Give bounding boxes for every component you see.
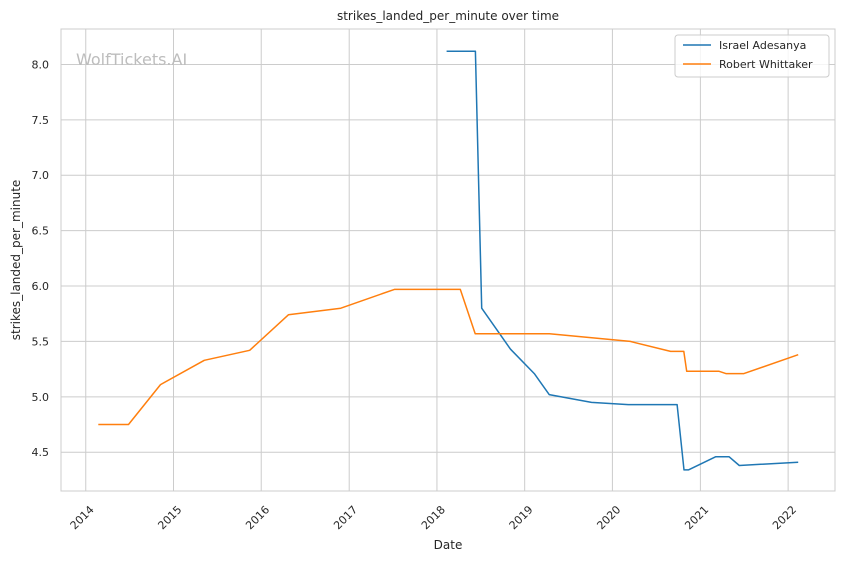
y-tick-label-5.0: 5.0	[32, 391, 50, 404]
legend-box	[674, 34, 830, 78]
series-line-robert-whittaker	[98, 288, 799, 426]
chart-title: strikes_landed_per_minute over time	[337, 9, 559, 23]
y-axis-title: strikes_landed_per_minute	[9, 180, 23, 341]
watermark: WolfTickets.AI	[76, 50, 187, 69]
legend: Israel Adesanya Robert Whittaker	[674, 34, 830, 78]
y-tick-label-5.5: 5.5	[32, 335, 50, 348]
y-tick-label-7.0: 7.0	[32, 169, 50, 182]
y-tick-label-4.5: 4.5	[32, 446, 50, 459]
legend-label-robert-whittaker: Robert Whittaker	[719, 58, 813, 71]
y-tick-label-8.0: 8.0	[32, 58, 50, 71]
y-tick-label-7.5: 7.5	[32, 114, 50, 127]
y-tick-label-6.0: 6.0	[32, 280, 50, 293]
grid-layer	[61, 29, 835, 491]
x-axis-title: Date	[434, 538, 463, 552]
plot-frame	[60, 28, 836, 492]
series-layer	[98, 50, 799, 471]
legend-label-israel-adesanya: Israel Adesanya	[719, 39, 806, 52]
y-tick-label-6.5: 6.5	[32, 225, 50, 238]
series-line-israel-adesanya	[446, 50, 799, 471]
